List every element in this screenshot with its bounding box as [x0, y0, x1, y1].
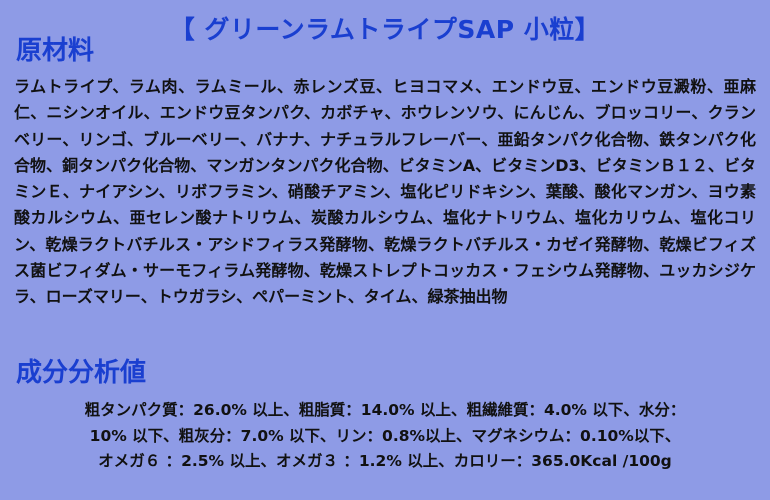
- ingredients-heading: 原材料: [16, 36, 95, 66]
- analysis-line: オメガ６ ：2.5% 以上、オメガ３ ：1.2% 以上、カロリー：365.0Kc…: [98, 452, 672, 470]
- analysis-text: 粗タンパク質：26.0% 以上、粗脂質：14.0% 以上、粗繊維質：4.0% 以…: [10, 398, 760, 475]
- analysis-heading: 成分分析値: [16, 358, 147, 388]
- product-title: 【 グリーンラムトライプSAP 小粒】: [169, 15, 601, 44]
- analysis-line: 粗タンパク質：26.0% 以上、粗脂質：14.0% 以上、粗繊維質：4.0% 以…: [84, 401, 686, 419]
- analysis-line: 10% 以下、粗灰分：7.0% 以下、リン：0.8%以上、マグネシウム：0.10…: [89, 426, 681, 445]
- ingredients-text: ラムトライプ、ラム肉、ラムミール、赤レンズ豆、ヒヨコマメ、エンドウ豆、エンドウ豆…: [14, 77, 756, 307]
